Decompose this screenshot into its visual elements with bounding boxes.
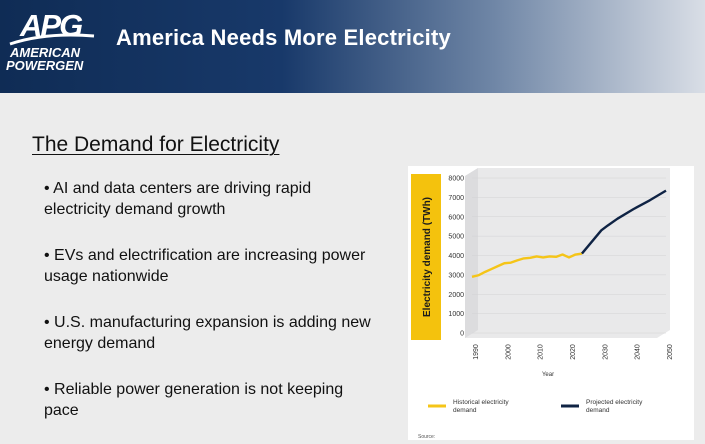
plot-side-wall — [465, 168, 478, 338]
y-tick-label: 8000 — [448, 176, 464, 183]
logo-text-powergen: POWERGEN — [6, 58, 84, 73]
y-tick-label: 7000 — [448, 195, 464, 202]
legend-projected-label-1: Projected electricity — [586, 399, 643, 406]
slide-header: APG AMERICAN POWERGEN America Needs More… — [0, 0, 705, 93]
plot-backdrop — [465, 168, 670, 338]
bullet-item: • U.S. manufacturing expansion is adding… — [44, 314, 371, 352]
section-title: The Demand for Electricity — [32, 133, 280, 156]
y-tick-labels: 0 1000 2000 3000 4000 5000 6000 7000 8000 — [448, 176, 464, 338]
bullet-item: • AI and data centers are driving rapid … — [44, 180, 312, 218]
x-axis-label: Year — [542, 372, 554, 378]
x-tick-label: 2050 — [667, 344, 674, 360]
logo-text-american: AMERICAN — [10, 45, 81, 60]
logo-swoosh-icon — [9, 33, 95, 46]
legend-historical-label-1: Historical electricity — [453, 399, 509, 406]
electricity-demand-chart: Electricity demand (TWh) 0 1000 2000 3000 40… — [408, 166, 694, 440]
y-tick-label: 1000 — [448, 311, 464, 318]
x-tick-label: 2030 — [602, 344, 609, 360]
y-tick-label: 6000 — [448, 214, 464, 221]
bullet-list: • AI and data centers are driving rapid … — [44, 178, 374, 444]
y-tick-label: 2000 — [448, 292, 464, 299]
legend-historical-label-2: demand — [453, 407, 477, 414]
projected-demand-line — [581, 189, 667, 255]
y-axis-label: Electricity demand (TWh) — [422, 197, 433, 317]
x-tick-labels: 1990 2000 2010 2020 2030 2040 2050 — [473, 344, 674, 360]
page-title: America Needs More Electricity — [116, 25, 451, 50]
y-tick-label: 0 — [460, 331, 464, 338]
historical-demand-line — [471, 252, 583, 278]
bullet-item: • EVs and electrification are increasing… — [44, 247, 366, 285]
x-tick-label: 2000 — [505, 344, 512, 360]
y-tick-label: 3000 — [448, 272, 464, 279]
chart-svg: Electricity demand (TWh) 0 1000 2000 3000 40… — [408, 166, 694, 440]
svg-text:Historical electricity d: Historical electricity demand — [453, 399, 510, 414]
x-tick-label: 1990 — [473, 344, 480, 360]
x-tick-label: 2020 — [570, 344, 577, 360]
source-label: Source: — [418, 434, 435, 440]
legend-projected-label-2: demand — [586, 407, 610, 414]
x-tick-label: 2010 — [538, 344, 545, 360]
y-tick-label: 4000 — [448, 253, 464, 260]
y-tick-label: 5000 — [448, 234, 464, 241]
apg-logo: APG AMERICAN POWERGEN — [6, 8, 98, 78]
svg-text:Projected electricity de: Projected electricity demand — [586, 399, 644, 414]
y-axis-band — [411, 174, 441, 340]
x-tick-label: 2040 — [635, 344, 642, 360]
bullet-item: • Reliable power generation is not keepi… — [44, 381, 344, 419]
grid-lines — [472, 177, 666, 334]
series-lines — [471, 189, 667, 278]
